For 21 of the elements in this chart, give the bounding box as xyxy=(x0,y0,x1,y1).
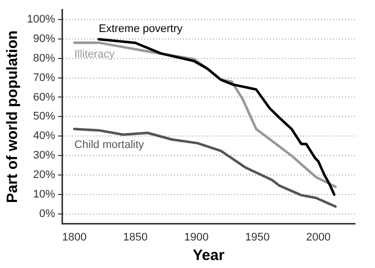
series-label: Illiteracy xyxy=(74,48,116,61)
y-tick-label: 100% xyxy=(26,13,56,26)
y-tick-label: 70% xyxy=(33,72,56,84)
x-tick-label: 2000 xyxy=(306,231,331,244)
y-tick-label: 30% xyxy=(33,150,56,162)
x-tick-label: 1850 xyxy=(123,231,148,244)
x-axis-title: Year xyxy=(192,247,225,264)
series-label: Extreme povertry xyxy=(98,23,183,36)
x-tick-label: 1800 xyxy=(62,231,87,244)
y-tick-label: 0% xyxy=(39,208,56,220)
y-tick-label: 40% xyxy=(33,130,56,142)
x-tick-label: 1900 xyxy=(184,231,209,244)
series-label: Child mortality xyxy=(74,139,145,151)
x-tick-label: 1950 xyxy=(245,231,270,244)
y-tick-label: 50% xyxy=(33,110,56,123)
y-axis-title: Part of world population xyxy=(4,30,22,203)
y-tick-label: 90% xyxy=(33,32,56,45)
y-tick-label: 10% xyxy=(33,188,56,201)
y-tick-label: 20% xyxy=(33,169,56,182)
y-tick-label: 60% xyxy=(33,91,56,104)
y-tick-label: 80% xyxy=(33,52,56,64)
